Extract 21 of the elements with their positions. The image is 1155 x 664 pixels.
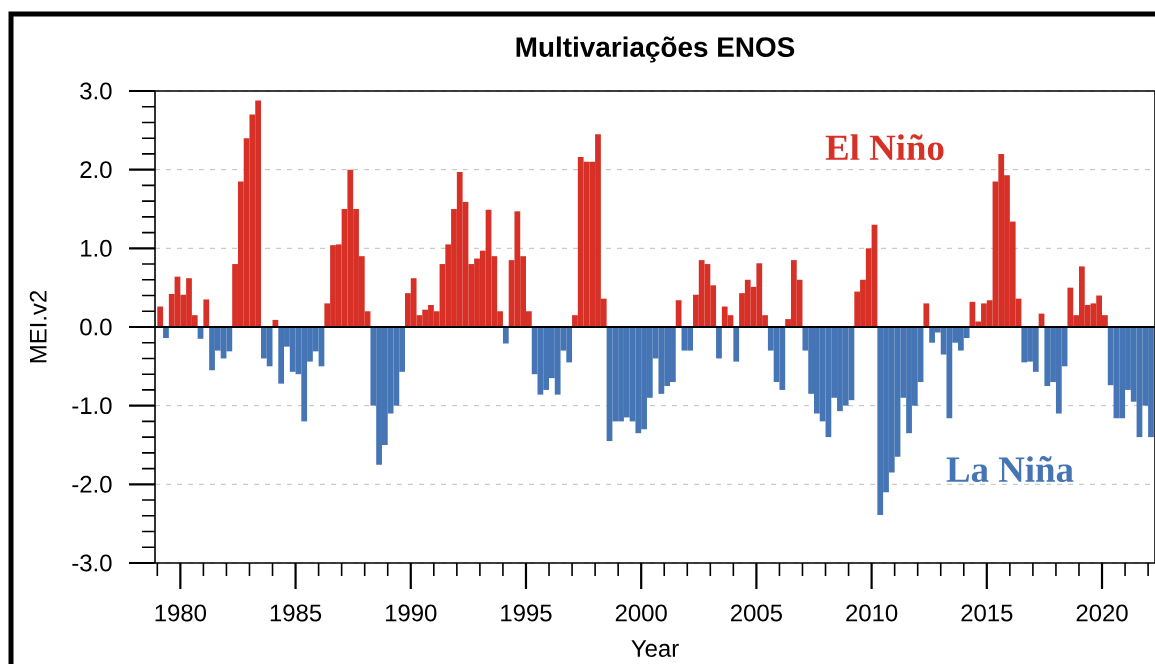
y-tick-label: -3.0 <box>72 554 112 572</box>
y-tick-label: -2.0 <box>72 475 112 493</box>
x-tick-label: 1990 <box>386 604 437 622</box>
x-tick-label: 2005 <box>731 604 782 622</box>
x-tick-label: 1980 <box>155 604 206 622</box>
chart-title: Multivariações ENOS <box>516 36 795 63</box>
y-axis-title: MEI.v2 <box>29 290 47 363</box>
x-tick-label: 2015 <box>961 604 1013 622</box>
y-tick-label: 0.0 <box>80 318 112 336</box>
y-tick-label: 2.0 <box>80 161 112 179</box>
x-tick-label: 1985 <box>270 604 322 622</box>
y-tick-label: 3.0 <box>80 82 112 100</box>
y-tick-label: -1.0 <box>72 397 112 415</box>
y-tick-label: 1.0 <box>81 239 112 257</box>
x-tick-label: 2010 <box>846 604 898 622</box>
x-axis-title: Year <box>631 640 679 657</box>
x-tick-label: 1995 <box>501 604 552 622</box>
series-label: El Niño <box>825 134 944 161</box>
series-label: La Niña <box>946 456 1074 483</box>
x-tick-label: 2000 <box>615 604 667 622</box>
x-tick-label: 2020 <box>1076 604 1128 622</box>
